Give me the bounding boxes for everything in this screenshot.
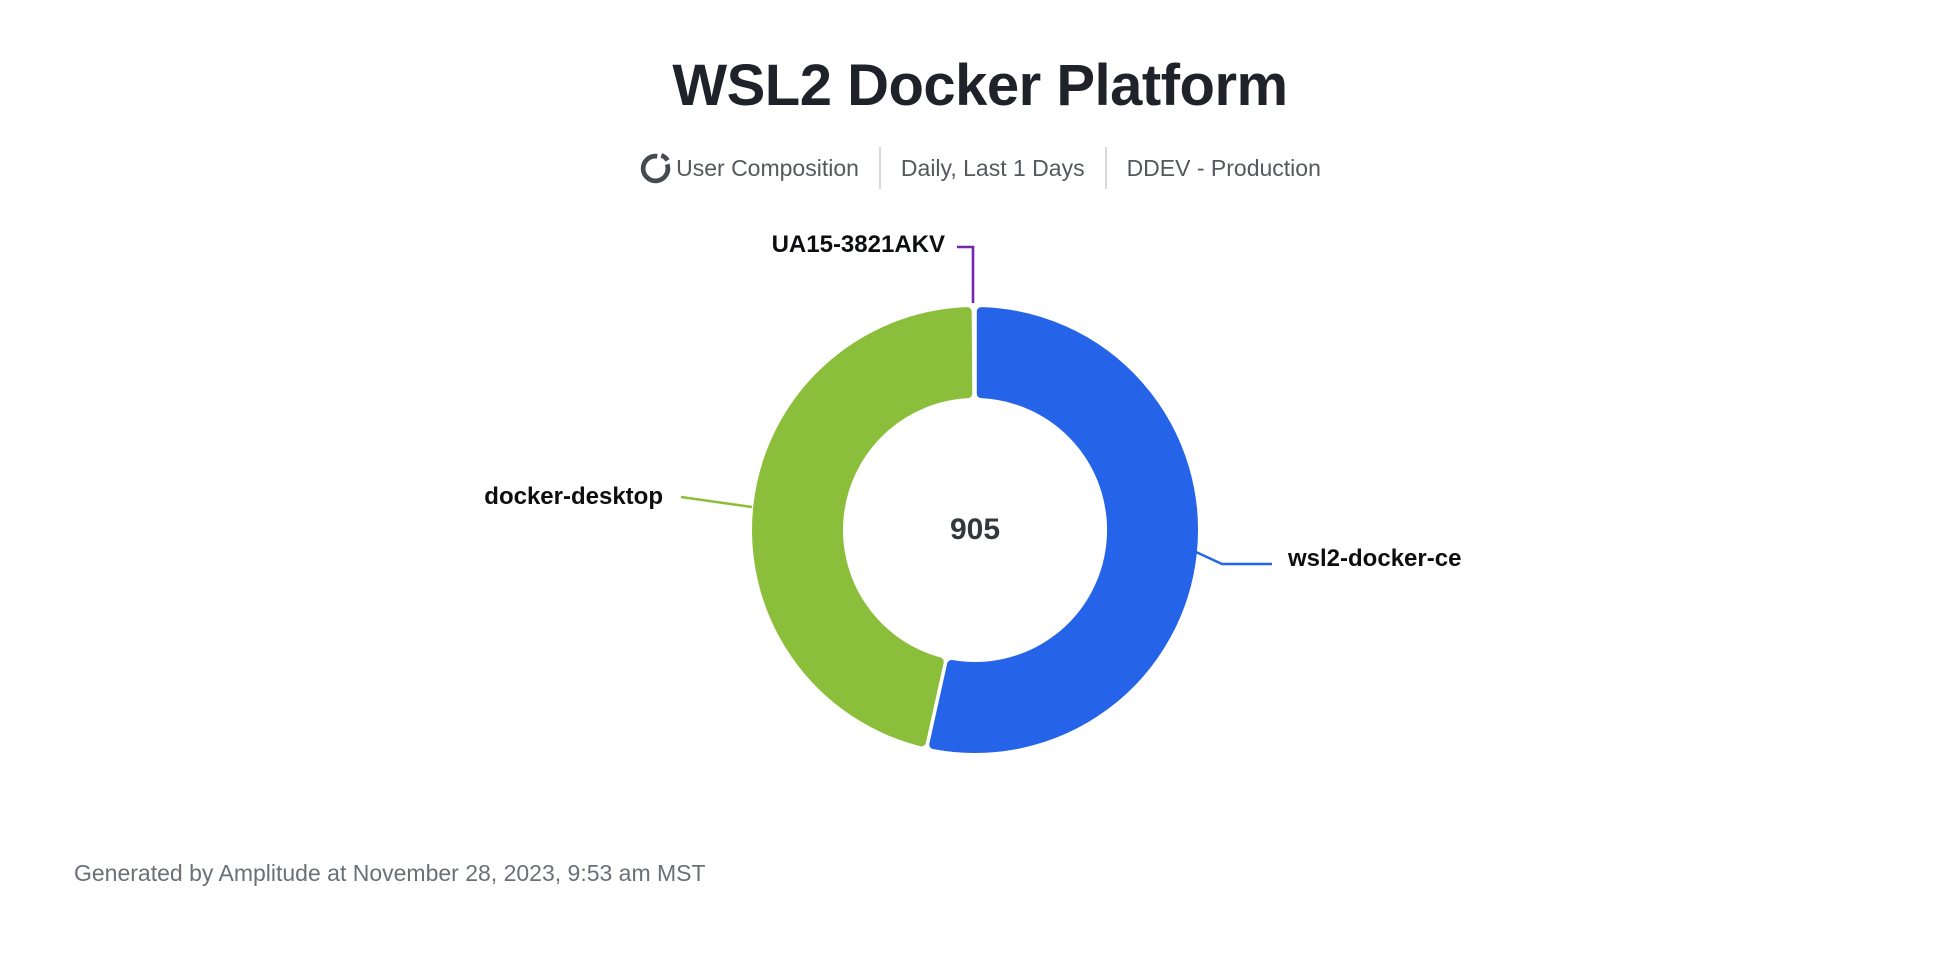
donut-chart-icon — [640, 152, 671, 183]
metric-label: User Composition — [676, 154, 859, 181]
interval-label: Daily, Last 1 Days — [900, 154, 1085, 181]
donut-center-total: 905 — [949, 513, 1001, 546]
page-title: WSL2 Docker Platform — [672, 53, 1288, 118]
callout-label-ua15: UA15-3821AKV — [771, 231, 945, 258]
metric-group: User Composition — [639, 152, 859, 185]
leader-line-wsl2-docker-ce — [1195, 550, 1272, 566]
subtitle-divider — [878, 147, 881, 189]
project-label: DDEV - Production — [1126, 154, 1321, 181]
leader-line-ua15 — [957, 245, 975, 303]
callout-label-docker-desktop: docker-desktop — [484, 483, 663, 510]
donut-segment-docker-desktop — [752, 307, 973, 747]
leader-line-docker-desktop — [680, 495, 753, 509]
callout-label-wsl2-docker-ce: wsl2-docker-ce — [1288, 545, 1462, 572]
chart-subtitle: User Composition Daily, Last 1 Days DDEV… — [0, 146, 1960, 190]
footer-attribution: Generated by Amplitude at November 28, 2… — [74, 860, 706, 886]
subtitle-divider — [1104, 147, 1107, 189]
donut-segments — [752, 307, 1198, 753]
donut-segment-wsl2-docker-ce — [929, 307, 1198, 753]
